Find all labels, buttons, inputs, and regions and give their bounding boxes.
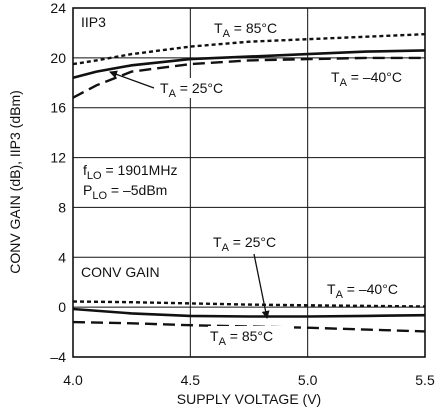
x-tick-label: 5.5 <box>415 372 435 388</box>
y-tick-label: 12 <box>50 150 66 166</box>
series-iip3-1 <box>72 49 426 80</box>
y-tick-label: 24 <box>50 0 66 16</box>
y-tick-label: –4 <box>50 349 66 365</box>
y-tick-label: 20 <box>50 50 66 66</box>
annotation-arrow <box>109 70 155 89</box>
condition-flo: fLO = 1901MHz <box>83 162 177 182</box>
y-tick-label: 0 <box>58 299 66 315</box>
x-axis-label: SUPPLY VOLTAGE (V) <box>177 391 321 407</box>
x-tick-label: 4.0 <box>63 372 83 388</box>
series-iip3-2 <box>72 56 425 99</box>
y-axis-label: CONV GAIN (dB), IIP3 (dBm) <box>7 90 23 274</box>
svg-text:TA = –40°C: TA = –40°C <box>327 281 398 301</box>
plot-frame <box>72 7 426 358</box>
group-label-iip3: IIP3 <box>81 14 106 30</box>
x-tick-label: 5.0 <box>298 372 318 388</box>
series-gain-4 <box>72 307 426 318</box>
annotation-iip3-85c: TA = 85°C <box>212 18 298 40</box>
series-iip3-0 <box>72 33 426 66</box>
svg-text:TA = 25°C: TA = 25°C <box>160 80 223 100</box>
annotation-gain-85c: TA = 85°C <box>208 326 294 348</box>
series-layer <box>72 33 426 333</box>
annotation-iip3-25c: TA = 25°C <box>109 70 242 100</box>
y-tick-label: 4 <box>58 249 66 265</box>
group-label-gain: CONV GAIN <box>81 264 160 280</box>
svg-text:TA = 85°C: TA = 85°C <box>210 328 273 348</box>
annotation-iip3-minus40c: TA = –40°C <box>329 67 423 89</box>
series-gain-5 <box>72 320 426 333</box>
svg-text:TA = 85°C: TA = 85°C <box>214 20 277 40</box>
x-tick-label: 4.5 <box>181 372 201 388</box>
tick-labels: 4.0 4.5 5.0 5.5 –4 0 4 8 12 16 20 24 <box>50 0 435 388</box>
condition-plo: PLO = –5dBm <box>83 182 167 202</box>
y-tick-label: 16 <box>50 100 66 116</box>
y-tick-label: 8 <box>58 199 66 215</box>
annotation-gain-25c: TA = 25°C <box>211 232 295 319</box>
annotation-gain-minus40c: TA = –40°C <box>325 279 421 301</box>
svg-text:TA = 25°C: TA = 25°C <box>213 234 276 254</box>
series-gain-3 <box>72 300 426 308</box>
svg-text:TA = –40°C: TA = –40°C <box>331 69 402 89</box>
annotation-arrow <box>253 253 270 319</box>
grid <box>73 8 425 357</box>
